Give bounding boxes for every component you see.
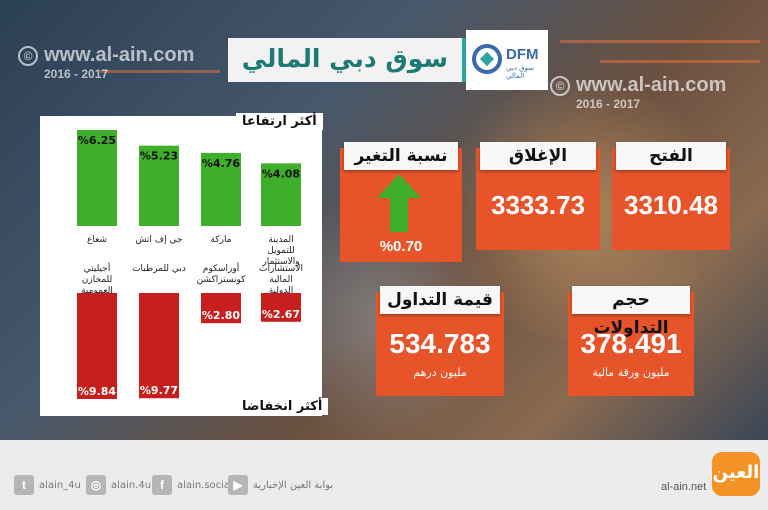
loser-bar xyxy=(201,293,241,324)
watermark-years: 2016 - 2017 xyxy=(576,97,641,111)
background-stripe xyxy=(100,70,220,73)
al-ain-logo-text: العين xyxy=(712,462,760,483)
gainer-value-label: %5.23 xyxy=(140,150,178,163)
open-card: الفتح 3310.48 xyxy=(612,142,730,250)
al-ain-logo: العين xyxy=(712,452,760,496)
turnover-unit: مليون درهم xyxy=(413,366,467,379)
facebook-handle: alain.social xyxy=(177,479,233,491)
gainer-bar xyxy=(261,163,301,226)
losers-title-tag: أكثر انخفاضا xyxy=(236,398,329,415)
gainer-bar xyxy=(201,152,241,226)
loser-bar xyxy=(77,293,117,399)
instagram-link[interactable]: ◎ alain.4u xyxy=(86,475,151,495)
loser-value-label: %9.84 xyxy=(78,385,117,398)
change-label: نسبة التغير xyxy=(344,142,458,170)
change-value: %0.70 xyxy=(379,238,423,255)
open-value: 3310.48 xyxy=(624,190,718,220)
dfm-logo: DFM سوق دبي المالي xyxy=(466,30,548,90)
loser-value-label: %2.67 xyxy=(262,308,300,321)
facebook-icon: f xyxy=(152,475,172,495)
gainers-title-tag: أكثر ارتفاعا xyxy=(236,113,323,130)
background-stripe xyxy=(600,60,760,63)
watermark-left: © www.al-ain.com 2016 - 2017 xyxy=(18,44,194,81)
site-link[interactable]: al-ain.net xyxy=(661,481,707,493)
gainer-value-label: %4.76 xyxy=(202,157,241,170)
title-banner: سوق دبي المالي xyxy=(228,38,468,82)
gainer-category-label: المدينة للتمويل والاستثمار xyxy=(261,235,299,267)
instagram-handle: alain.4u xyxy=(111,479,152,491)
loser-category-label: أوراسكوم كونستراكشن xyxy=(197,262,247,285)
facebook-link[interactable]: f alain.social xyxy=(152,475,233,495)
youtube-link[interactable]: ▶ بوابة العين الإخبارية xyxy=(228,475,333,495)
page-title: سوق دبي المالي xyxy=(241,44,448,73)
open-label: الفتح xyxy=(616,142,726,170)
twitter-handle: alain_4u xyxy=(39,479,81,491)
close-label: الإغلاق xyxy=(480,142,596,170)
movers-chart: %6.25 شعاع %5.23 جي إف اتش %4.76 ماركة %4.08 ال… xyxy=(77,130,303,399)
gainer-bar xyxy=(139,145,179,226)
close-card: الإغلاق 3333.73 xyxy=(476,142,600,250)
twitter-link[interactable]: t alain_4u xyxy=(14,475,81,495)
movers-panel: %6.25 شعاع %5.23 جي إف اتش %4.76 ماركة %4.08 ال… xyxy=(40,116,322,416)
gainer-value-label: %6.25 xyxy=(78,134,116,147)
gainer-value-label: %4.08 xyxy=(262,167,300,180)
loser-category-label: أجيليتي للمخازن العمومية xyxy=(81,262,113,296)
loser-category-label: الاستشارات المالية الدولية xyxy=(259,264,303,296)
gainer-bar xyxy=(77,130,117,226)
watermark-site: www.al-ain.com xyxy=(576,74,727,96)
volume-unit: مليون ورقة مالية xyxy=(592,366,670,379)
change-card: نسبة التغير %0.70 xyxy=(340,142,462,262)
background-stripe xyxy=(560,40,760,43)
watermark-years: 2016 - 2017 xyxy=(44,67,109,81)
youtube-icon: ▶ xyxy=(228,475,248,495)
gainer-category-label: ماركة xyxy=(210,235,231,245)
dfm-logo-text: DFM xyxy=(506,46,539,63)
loser-value-label: %9.77 xyxy=(140,384,178,397)
turnover-card: قيمة التداول 534.783 مليون درهم xyxy=(376,286,504,396)
gainer-category-label: شعاع xyxy=(87,235,107,245)
volume-value: 378.491 xyxy=(580,328,682,359)
instagram-icon: ◎ xyxy=(86,475,106,495)
loser-bar xyxy=(139,293,179,399)
copyright-icon: © xyxy=(18,46,38,66)
close-value: 3333.73 xyxy=(491,190,585,220)
gainers-title: أكثر ارتفاعا xyxy=(242,114,317,129)
turnover-value: 534.783 xyxy=(389,328,491,359)
loser-category-label: دبي للمرطبات xyxy=(132,264,186,274)
watermark-site: www.al-ain.com xyxy=(44,44,195,66)
dfm-logo-subtext: سوق دبي المالي xyxy=(506,64,535,80)
loser-bar xyxy=(261,293,301,322)
losers-title: أكثر انخفاضا xyxy=(242,399,323,414)
youtube-handle: بوابة العين الإخبارية xyxy=(253,479,334,491)
copyright-icon: © xyxy=(550,76,570,96)
dfm-emblem-icon xyxy=(472,44,502,74)
turnover-label: قيمة التداول xyxy=(380,286,500,314)
up-arrow-icon xyxy=(377,174,421,232)
footer xyxy=(0,440,768,510)
watermark-right: © www.al-ain.com 2016 - 2017 xyxy=(550,74,726,111)
volume-label: حجم التداولات xyxy=(572,286,690,338)
loser-value-label: %2.80 xyxy=(202,309,241,322)
gainer-category-label: جي إف اتش xyxy=(135,235,182,245)
twitter-icon: t xyxy=(14,475,34,495)
volume-card: حجم التداولات 378.491 مليون ورقة مالية xyxy=(568,286,694,396)
